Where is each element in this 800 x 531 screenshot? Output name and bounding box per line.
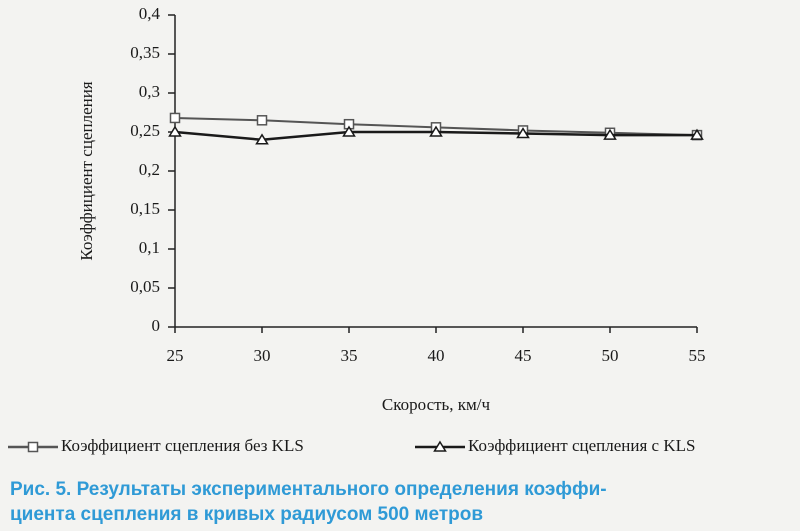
x-tick-label: 35 (341, 346, 358, 365)
x-tick-label: 45 (515, 346, 532, 365)
x-tick-label: 50 (602, 346, 619, 365)
point (603, 128, 617, 140)
y-tick-label: 0,35 (130, 43, 160, 62)
y-tick-label: 0 (152, 316, 161, 335)
y-tick-label: 0,4 (139, 4, 161, 23)
y-tick-label: 0,05 (130, 277, 160, 296)
caption: Рис. 5. Результаты экспериментального оп… (10, 479, 607, 500)
point (429, 125, 443, 137)
legend-marker (27, 441, 39, 453)
y-tick-label: 0,3 (139, 82, 160, 101)
point (516, 127, 530, 139)
legend-label: Коэффициент сцепления с KLS (468, 436, 695, 455)
point (168, 125, 182, 137)
legend-marker (433, 440, 447, 452)
y-tick-label: 0,15 (130, 199, 160, 218)
y-axis-title: Коэффициент сцепления (77, 81, 96, 260)
x-tick-label: 25 (167, 346, 184, 365)
point (256, 115, 268, 126)
y-tick-label: 0,25 (130, 121, 160, 140)
y-tick-label: 0,2 (139, 160, 160, 179)
caption: циента сцепления в кривых радиусом 500 м… (10, 504, 483, 525)
point (169, 112, 181, 124)
point (342, 125, 356, 137)
legend-label: Коэффициент сцепления без KLS (61, 436, 304, 455)
y-tick-label: 0,1 (139, 238, 160, 257)
x-tick-label: 30 (254, 346, 271, 365)
x-tick-label: 55 (689, 346, 706, 365)
point (690, 128, 704, 140)
point (255, 133, 269, 145)
x-tick-label: 40 (428, 346, 445, 365)
x-axis-title: Скорость, км/ч (382, 395, 491, 414)
